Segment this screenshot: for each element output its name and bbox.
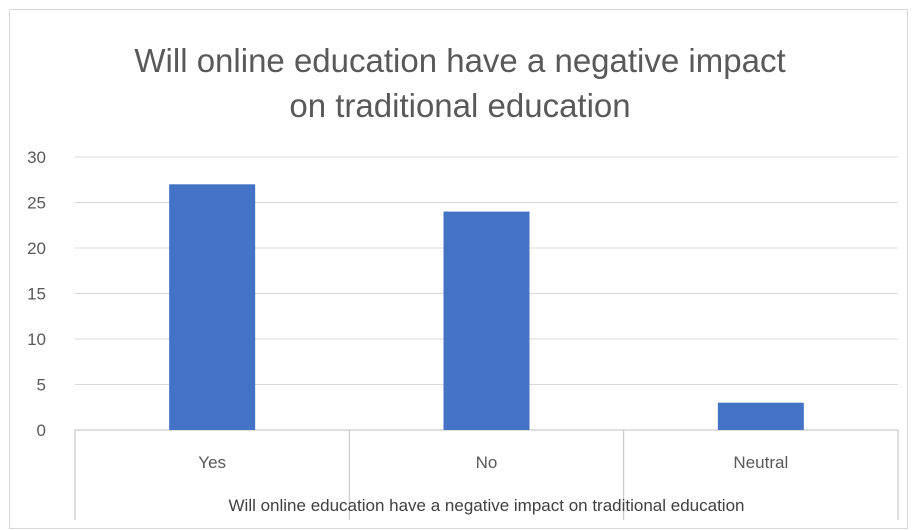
- bars: [169, 184, 804, 430]
- y-tick-label: 10: [27, 330, 46, 349]
- x-tick-label: Neutral: [733, 453, 788, 472]
- y-axis-tick-labels: 0 5 10 15 20 25 30: [27, 148, 46, 440]
- y-tick-label: 20: [27, 239, 46, 258]
- chart-title-line-1: Will online education have a negative im…: [134, 42, 786, 79]
- x-axis-tick-labels: Yes No Neutral: [198, 453, 788, 472]
- y-tick-label: 0: [37, 421, 46, 440]
- y-tick-label: 30: [27, 148, 46, 167]
- y-tick-label: 5: [37, 376, 46, 395]
- x-tick-label: Yes: [198, 453, 226, 472]
- bar-yes: [169, 184, 256, 430]
- x-tick-label: No: [476, 453, 498, 472]
- category-table: [74, 430, 899, 520]
- y-tick-label: 15: [27, 285, 46, 304]
- bar-no: [443, 211, 530, 430]
- y-tick-label: 25: [27, 194, 46, 213]
- chart-title: Will online education have a negative im…: [0, 38, 920, 128]
- bar-neutral: [717, 402, 804, 430]
- x-axis-title: Will online education have a negative im…: [229, 496, 745, 515]
- chart-title-line-2: on traditional education: [289, 87, 631, 124]
